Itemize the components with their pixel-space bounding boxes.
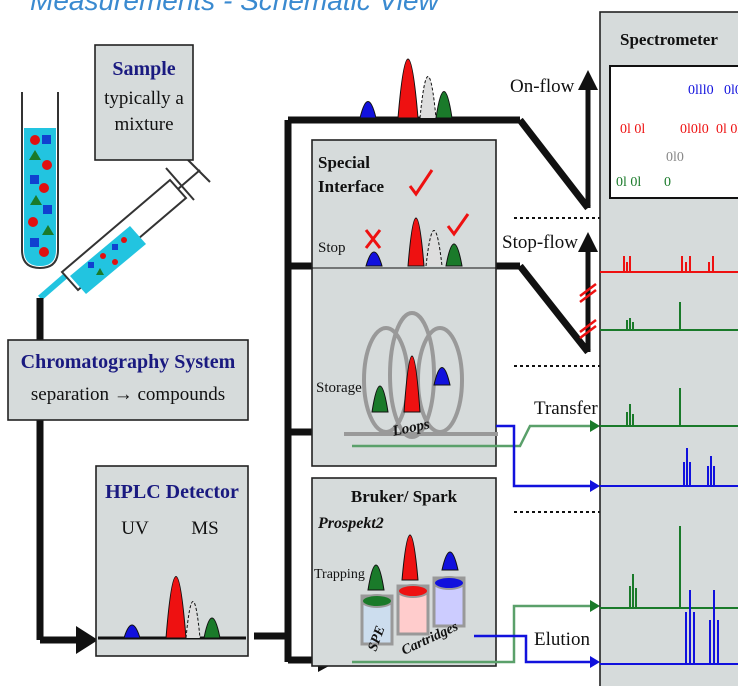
rejected-x-icon — [364, 229, 382, 249]
svg-text:0l0l0: 0l0l0 — [680, 122, 709, 137]
elution-blue-spectrum — [600, 590, 738, 665]
bruker-title: Bruker/ Spark — [351, 487, 458, 506]
header-title: Measurements - Schematic View — [30, 0, 441, 16]
bruker-subtitle: Prospekt2 — [317, 515, 384, 532]
on-flow-peaks — [359, 58, 453, 119]
mode-labels: On-flow Stop-flow Transfer Elution — [502, 76, 598, 650]
svg-text:0l0: 0l0 — [724, 83, 738, 98]
spectrometer-panel: Spectrometer 0lll0 0l0 0l 0l 0l0l0 0l 0l… — [599, 11, 738, 686]
check-icon — [446, 213, 470, 237]
hplc-uv: UV — [121, 518, 149, 539]
hplc-detector-box: HPLC Detector UV MS — [95, 465, 249, 657]
special-interface-box: Special Interface Stop Storage Loops — [311, 139, 498, 467]
chromatography-title: Chromatography System — [21, 351, 236, 373]
chromatography-subtitle: separation → compounds — [31, 384, 225, 405]
stop-label: Stop — [318, 240, 346, 256]
hplc-ms: MS — [191, 518, 218, 539]
special-interface-title-1: Special — [318, 153, 370, 172]
svg-text:0l 0l: 0l 0l — [716, 122, 738, 137]
trapping-label: Trapping — [314, 567, 365, 582]
svg-text:0l0: 0l0 — [666, 150, 684, 165]
sample-box: Sample typically a mixture — [94, 44, 194, 161]
on-flow-label: On-flow — [510, 76, 575, 97]
2d-spectrum — [609, 65, 738, 199]
storage-label: Storage — [316, 380, 362, 396]
chromatography-box: Chromatography System separation → compo… — [7, 339, 249, 421]
svg-text:0: 0 — [664, 175, 671, 190]
transfer-green-spectrum — [600, 388, 738, 427]
stop-flow-red-spectrum — [600, 256, 738, 273]
transfer-lines — [352, 420, 600, 668]
flow-arrows — [578, 70, 598, 352]
special-interface-title-2: Interface — [318, 177, 385, 196]
transfer-blue-spectrum — [600, 448, 738, 487]
sample-line2: mixture — [114, 114, 173, 135]
transfer-label: Transfer — [534, 398, 598, 419]
hplc-title: HPLC Detector — [105, 481, 239, 503]
loops-label: Loops — [390, 416, 431, 440]
svg-text:0lll0: 0lll0 — [688, 83, 714, 98]
svg-text:0l 0l: 0l 0l — [620, 122, 645, 137]
left-flow-line — [36, 298, 98, 654]
syringe — [38, 159, 211, 301]
check-icon — [408, 169, 434, 197]
elution-label: Elution — [534, 629, 590, 650]
sample-line1: typically a — [104, 88, 184, 109]
svg-text:0l 0l: 0l 0l — [616, 175, 641, 190]
sample-title: Sample — [112, 58, 175, 80]
spectrometer-title: Spectrometer — [620, 30, 718, 49]
stop-flow-green-spectrum — [600, 302, 738, 331]
stop-flow-label: Stop-flow — [502, 232, 578, 253]
test-tube — [21, 92, 59, 270]
bruker-box: Bruker/ Spark Prospekt2 Trapping SPE Car… — [311, 477, 497, 667]
